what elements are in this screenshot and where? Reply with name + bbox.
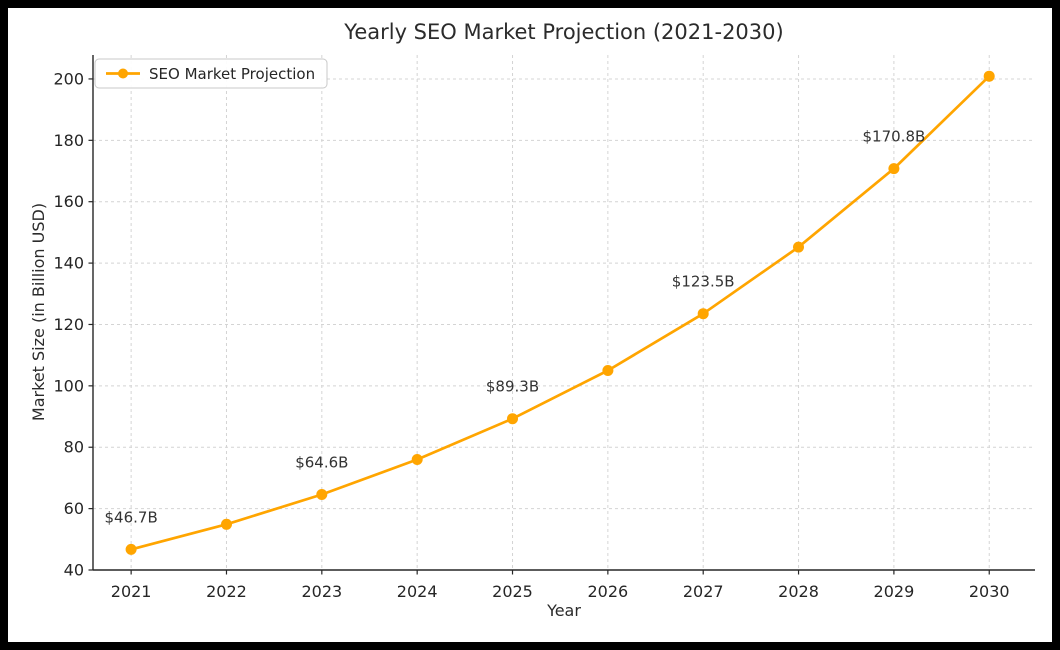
x-tick-label: 2028 (778, 582, 819, 601)
data-point-marker (316, 489, 328, 500)
y-tick-label: 180 (53, 131, 84, 150)
figure-background (8, 8, 1052, 642)
y-tick-label: 200 (53, 69, 84, 88)
series-layer (125, 70, 995, 555)
x-tick-label: 2024 (397, 582, 438, 601)
data-point-marker (125, 543, 137, 555)
legend-label: SEO Market Projection (149, 65, 315, 83)
axes-layer: 2021 2022 2023 2024 2025 2026 2027 2028 2029 2030… (53, 55, 1035, 601)
data-point-value-label: $89.3B (486, 378, 539, 396)
y-tick-label: 120 (53, 315, 84, 334)
data-point-marker (411, 454, 423, 465)
data-point-marker (888, 163, 900, 175)
data-point-marker (507, 413, 518, 425)
data-point-marker (602, 365, 614, 376)
x-tick-label: 2022 (206, 582, 247, 601)
data-point-value-label: $123.5B (672, 273, 735, 291)
x-tick-label: 2030 (969, 582, 1010, 601)
x-axis-label: Year (546, 601, 581, 620)
legend: SEO Market Projection (94, 58, 328, 89)
y-tick-label: 100 (53, 376, 84, 395)
data-point-value-label: $170.8B (863, 128, 926, 146)
x-tick-label: 2021 (111, 582, 152, 601)
x-tick-label: 2029 (874, 582, 915, 601)
data-point-marker (793, 241, 804, 253)
y-tick-label: 40 (64, 561, 84, 580)
series-line (129, 74, 991, 551)
legend-marker-icon (118, 68, 128, 79)
data-point-value-label: $46.7B (105, 508, 158, 526)
grid-layer (93, 55, 1035, 570)
y-tick-label: 80 (64, 438, 84, 457)
x-tick-label: 2026 (587, 582, 628, 601)
data-point-marker (221, 518, 232, 530)
y-tick-label: 160 (53, 192, 84, 211)
y-tick-label: 60 (64, 499, 84, 518)
data-point-marker (983, 70, 995, 82)
data-point-value-label: $64.6B (295, 453, 348, 471)
data-point-marker (697, 308, 709, 320)
x-tick-label: 2027 (683, 582, 724, 601)
x-tick-label: 2025 (492, 582, 533, 601)
chart-title: Yearly SEO Market Projection (2021-2030) (343, 20, 783, 44)
y-axis-label: Market Size (in Billion USD) (29, 203, 48, 421)
y-tick-label: 140 (53, 254, 84, 273)
annotation-layer: $46.7B $64.6B $89.3B $123.5B $170.8B (105, 128, 926, 527)
x-tick-label: 2023 (301, 582, 342, 601)
legend-box (94, 58, 328, 89)
